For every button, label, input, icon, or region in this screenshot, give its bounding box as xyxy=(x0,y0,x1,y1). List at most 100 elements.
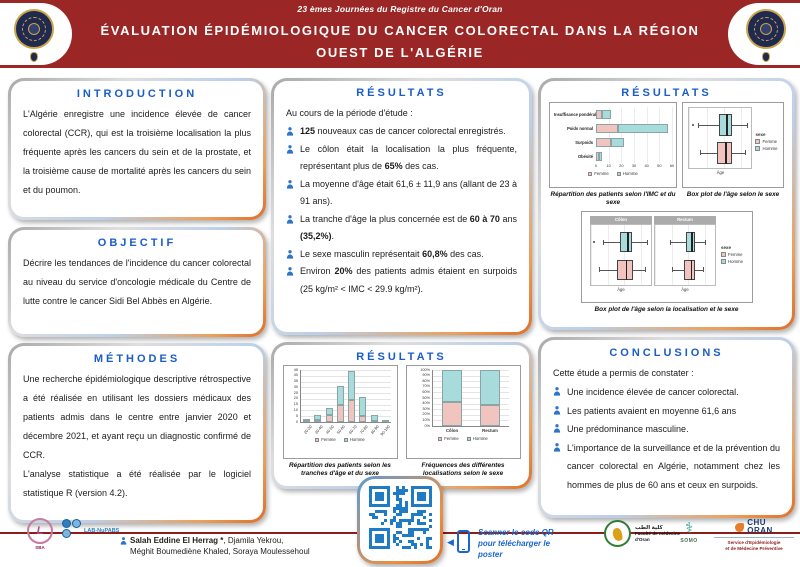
legend-swatch xyxy=(720,258,726,264)
gridline xyxy=(433,409,509,411)
chart-imc-sex: Insuffisance pondérale Poids normal Surpoi… xyxy=(549,102,677,188)
bullet-text: Une incidence élevée de cancer colorecta… xyxy=(567,383,780,402)
x-tick-label: 30 xyxy=(631,163,637,168)
facet-header: Côlon xyxy=(589,216,652,224)
introduction-panel: INTRODUCTION L'Algérie enregistre une in… xyxy=(8,78,266,220)
plot: Côlon Rectum xyxy=(432,370,509,433)
outlier-dot xyxy=(593,241,596,244)
person-bullet-icon xyxy=(553,424,561,433)
bar-segment xyxy=(370,415,378,421)
bullet-item: Une incidence élevée de cancer colorecta… xyxy=(553,383,780,402)
poster-title-line1: ÉVALUATION ÉPIDÉMIOLOGIQUE DU CANCER COL… xyxy=(100,23,700,38)
bar-track xyxy=(596,149,673,163)
authors-block: Salah Eddine El Herrag *, Djamila Yekrou… xyxy=(130,535,310,557)
text-segment: Environ xyxy=(300,266,335,276)
text-segment: Salah Eddine El Herrag * xyxy=(130,536,224,545)
legend-swatch xyxy=(755,138,761,144)
bar-segment xyxy=(325,415,333,422)
whisker-cap xyxy=(747,122,749,128)
x-tick-label: 30-40 xyxy=(313,424,324,435)
bar-segment xyxy=(348,371,356,401)
plot xyxy=(653,224,716,286)
text-segment: Une incidence élevée de cancer colorecta… xyxy=(567,387,739,397)
y-tick-label: 60% xyxy=(422,389,430,394)
legend-label: Homme xyxy=(622,171,638,176)
x-tick-label: 60-70 xyxy=(347,424,358,435)
person-bullet-icon xyxy=(553,387,561,396)
legend-item: Femme xyxy=(720,251,743,257)
x-tick-label: 0 xyxy=(594,163,598,168)
x-tick-label: 70-80 xyxy=(358,424,369,435)
gridline xyxy=(590,225,592,285)
gridline xyxy=(624,225,626,285)
bar-segment xyxy=(442,402,462,426)
legend-item: Homme xyxy=(343,437,365,442)
gridline xyxy=(301,381,391,383)
facet-header: Rectum xyxy=(653,216,716,224)
legend-swatch xyxy=(315,437,320,442)
sba-emblem-icon: L xyxy=(27,518,53,544)
category-label: Obésité xyxy=(577,153,593,159)
bullet-text: Le côlon était la localisation la plus f… xyxy=(300,141,517,176)
resultats-graphiques-droite-panel: RÉSULTATS Insuffisance pondérale Poids no… xyxy=(538,78,795,330)
whisker-cap xyxy=(644,267,646,273)
event-title: 23 èmes Journées du Registre du Cancer d… xyxy=(297,4,503,14)
whisker-cap xyxy=(704,239,706,245)
gridline xyxy=(706,108,708,168)
chart-age-box-loc-sex: Côlon Âge Rectum Âge sexe Femme Homme xyxy=(580,211,753,303)
bar-segment xyxy=(348,400,356,422)
bullet-text: Une prédominance masculine. xyxy=(567,420,780,439)
university-crest-icon xyxy=(14,9,54,49)
legend-label: Homme xyxy=(349,437,365,442)
bullet-text: Environ 20% des patients admis étaient e… xyxy=(300,263,517,298)
bullet-text: Les patients avaient en moyenne 61,6 ans xyxy=(567,402,780,421)
legend-label: Femme xyxy=(594,171,609,176)
gridline xyxy=(301,375,391,377)
x-axis-label: Âge xyxy=(681,287,689,292)
gridline xyxy=(433,414,509,416)
gridline xyxy=(688,225,690,285)
bullet-item: Environ 20% des patients admis étaient e… xyxy=(286,263,517,298)
methodes-paragraph-2: L'analyse statistique a été réalisée par… xyxy=(23,469,251,498)
whisker xyxy=(599,269,618,271)
person-bullet-icon xyxy=(286,144,294,154)
legend-swatch xyxy=(438,436,443,441)
gridline xyxy=(433,398,509,399)
person-bullet-icon xyxy=(286,249,294,259)
bullet-text: Le sexe masculin représentait 60,8% des … xyxy=(300,246,517,264)
category-label: Poids normal xyxy=(567,125,593,131)
qr-code-panel xyxy=(357,476,443,564)
median-line xyxy=(726,114,728,137)
conclusions-bullet-list: Une incidence élevée de cancer colorecta… xyxy=(553,383,780,494)
gridline xyxy=(640,225,642,285)
legend-swatch xyxy=(616,171,621,176)
x-tick-label: 60 xyxy=(669,163,675,168)
resultats-intro: Au cours de la période d'étude : xyxy=(286,108,413,118)
legend-swatch xyxy=(755,145,761,151)
person-bullet-icon xyxy=(286,179,294,189)
chart-localisation-sex: 0% 10% 20% 30% 40% 50% 60% 70% 80% 90% 100% Côlon Re… xyxy=(405,365,521,459)
lab-nupabs-logo: LAB-NuPABS xyxy=(62,519,119,538)
text-segment: des cas. xyxy=(402,161,439,171)
gridline xyxy=(433,420,509,422)
x-tick-label: 50 xyxy=(657,163,662,168)
bar-segment xyxy=(359,396,367,417)
phone-icon xyxy=(457,530,470,553)
plot-area: 0% 10% 20% 30% 40% 50% 60% 70% 80% 90% 100% Côlon Re… xyxy=(417,368,509,433)
bar-segment xyxy=(596,123,618,133)
x-tick-label: 20 xyxy=(619,163,624,168)
gridline xyxy=(621,107,623,121)
bar-segment xyxy=(602,109,612,119)
text-segment: 60,8% xyxy=(422,248,448,259)
gridline xyxy=(607,225,609,285)
category-label: Surpoids xyxy=(575,139,593,145)
legend-label: Homme xyxy=(472,436,488,441)
text-segment: La moyenne d'âge était 61,6 ± 11,9 ans (… xyxy=(300,178,517,207)
facet-column: Rectum Âge xyxy=(653,216,716,292)
authors-line2: Méghit Boumediène Khaled, Soraya Mouless… xyxy=(130,547,310,556)
chu-oran-logo: CHU ORAN Service d'Epidémiologie et de M… xyxy=(712,519,796,552)
y-tick-label: 0% xyxy=(424,423,431,428)
gridline xyxy=(433,392,509,394)
chart-age-box-sex: Âge sexe Femme Homme xyxy=(682,102,784,188)
x-axis: 0 10 20 30 40 50 60 xyxy=(594,163,675,170)
